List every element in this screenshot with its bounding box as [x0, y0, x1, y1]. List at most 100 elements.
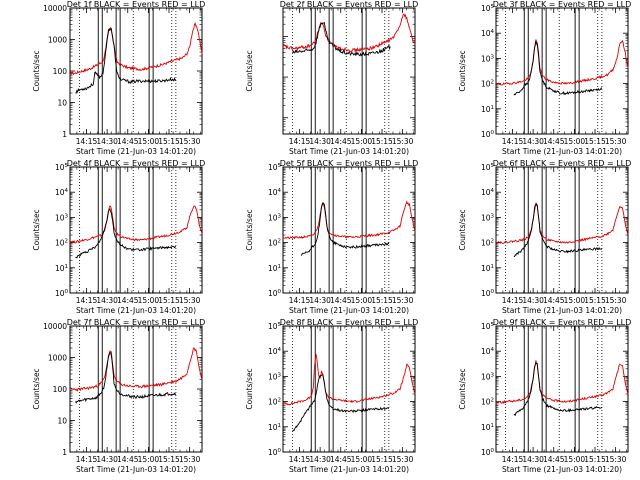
interval-marker: [541, 325, 547, 453]
interval-marker: [310, 7, 316, 135]
y-axis-label: Counts/sec: [458, 50, 467, 91]
x-tick-label: 14:30: [522, 137, 544, 146]
x-tick-label: 14:45: [117, 137, 139, 146]
panel-title: Det 3f BLACK = Events RED = LLD: [493, 0, 632, 9]
interval-marker: [148, 325, 154, 453]
y-tick-label: 100: [481, 289, 495, 298]
x-tick-label: 15:00: [351, 455, 373, 464]
x-tick-label: 14:45: [543, 137, 565, 146]
detector-panel-5: Det 5f BLACK = Events RED = LLD 100 101 102…: [245, 159, 418, 315]
y-tick-label: 102: [55, 239, 68, 248]
x-tick-label: 14:15: [502, 296, 524, 305]
lld-series-line: [282, 354, 416, 406]
detector-panel-1: Det 1f BLACK = Events RED = LLD 1 10 100 100…: [32, 0, 205, 156]
interval-marker: [523, 7, 529, 135]
x-tick-label: 15:15: [584, 137, 606, 146]
y-tick-label: 104: [268, 347, 282, 356]
interval-marker: [328, 166, 334, 294]
x-tick-label: 15:00: [351, 137, 373, 146]
x-tick-label: 14:45: [117, 455, 139, 464]
y-tick-label: 103: [268, 213, 282, 222]
events-series-line: [300, 201, 390, 256]
interval-marker: [328, 7, 334, 135]
x-tick-label: 15:15: [371, 296, 393, 305]
y-tick-label: 102: [268, 239, 281, 248]
y-tick-label: 100: [481, 448, 495, 457]
y-tick-label: 100: [53, 67, 68, 76]
x-tick-label: 15:00: [138, 455, 160, 464]
x-tick-label: 15:15: [158, 137, 180, 146]
y-tick-label: 101: [481, 105, 494, 114]
x-axis-label: Start Time (21-Jun-03 14:01:20): [289, 465, 409, 474]
y-tick-label: 100: [481, 130, 495, 139]
interval-marker: [115, 166, 121, 294]
x-tick-label: 15:30: [179, 455, 201, 464]
x-tick-label: 14:30: [522, 296, 544, 305]
x-tick-label: 14:30: [309, 137, 331, 146]
interval-marker: [574, 166, 580, 294]
x-axis-label: Start Time (21-Jun-03 14:01:20): [289, 147, 409, 156]
panel-title: Det 2f BLACK = Events RED = LLD: [280, 0, 419, 9]
y-tick-label: 10: [57, 99, 67, 108]
x-axis-label: Start Time (21-Jun-03 14:01:20): [502, 147, 622, 156]
y-tick-label: 101: [55, 264, 68, 273]
interval-marker: [148, 7, 154, 135]
x-tick-label: 15:15: [584, 296, 606, 305]
x-tick-label: 14:15: [502, 455, 524, 464]
y-tick-label: 105: [481, 322, 495, 331]
y-tick-label: 104: [55, 188, 69, 197]
x-tick-label: 14:15: [289, 296, 311, 305]
x-tick-label: 15:00: [351, 296, 373, 305]
detector-panel-9: Det 9f BLACK = Events RED = LLD 100 101 102…: [458, 318, 631, 474]
y-tick-label: 101: [481, 423, 494, 432]
y-tick-label: 103: [481, 372, 495, 381]
panel-title: Det 8f BLACK = Events RED = LLD: [280, 318, 419, 327]
interval-marker: [541, 166, 547, 294]
interval-marker: [97, 325, 103, 453]
y-tick-label: 1: [62, 448, 67, 457]
detector-panel-3: Det 3f BLACK = Events RED = LLD 100 101 102…: [458, 0, 631, 156]
x-tick-label: 15:30: [392, 296, 414, 305]
y-tick-label: 1000: [48, 36, 67, 45]
x-tick-label: 15:15: [158, 296, 180, 305]
interval-marker: [523, 325, 529, 453]
y-tick-label: 103: [481, 213, 495, 222]
events-series-line: [292, 374, 390, 432]
x-tick-label: 14:45: [330, 137, 352, 146]
events-series-line: [513, 362, 603, 417]
y-tick-label: 101: [268, 264, 281, 273]
y-axis-label: Counts/sec: [32, 209, 41, 250]
lld-series-line: [282, 200, 416, 240]
y-axis-label: Counts/sec: [32, 368, 41, 409]
interval-marker: [97, 7, 103, 135]
x-tick-label: 14:30: [309, 296, 331, 305]
y-tick-label: 102: [481, 80, 494, 89]
x-axis-label: Start Time (21-Jun-03 14:01:20): [502, 465, 622, 474]
plot-frame: [69, 325, 203, 453]
detector-panel-8: Det 8f BLACK = Events RED = LLD 100 101 102…: [245, 318, 418, 474]
interval-marker: [310, 325, 316, 453]
lld-series-line: [69, 205, 203, 244]
interval-marker: [361, 166, 367, 294]
x-tick-label: 15:00: [564, 455, 586, 464]
y-tick-label: 100: [55, 289, 69, 298]
y-axis-label: Counts/sec: [458, 209, 467, 250]
y-tick-label: 105: [55, 163, 69, 172]
x-tick-label: 14:30: [522, 455, 544, 464]
y-tick-label: 10: [57, 417, 67, 426]
panel-title: Det 6f BLACK = Events RED = LLD: [493, 159, 632, 168]
y-tick-label: 100: [268, 289, 282, 298]
y-tick-label: 10000: [43, 4, 67, 13]
y-tick-label: 105: [481, 4, 495, 13]
y-axis-label: Counts/sec: [458, 368, 467, 409]
x-tick-label: 14:15: [76, 137, 98, 146]
x-tick-label: 14:15: [289, 455, 311, 464]
plot-frame: [282, 166, 416, 294]
y-axis-label: Counts/sec: [245, 209, 254, 250]
y-tick-label: 101: [268, 423, 281, 432]
detector-panel-6: Det 6f BLACK = Events RED = LLD 100 101 102…: [458, 159, 631, 315]
y-tick-label: 103: [55, 213, 69, 222]
x-axis-label: Start Time (21-Jun-03 14:01:20): [289, 306, 409, 315]
y-tick-label: 105: [481, 163, 495, 172]
